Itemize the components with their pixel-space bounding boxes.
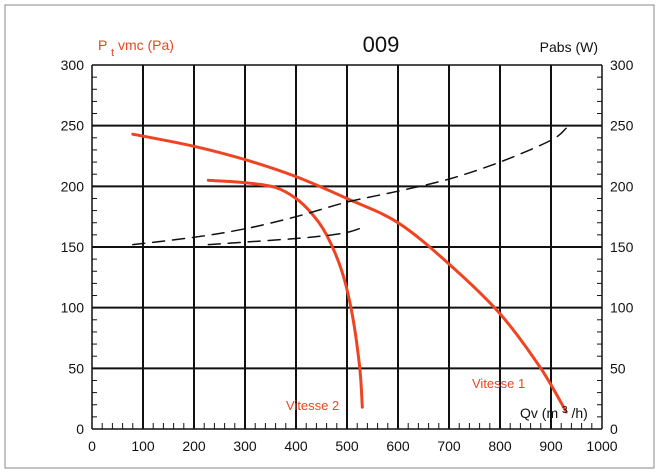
- grid-lines: [91, 64, 603, 430]
- y-right-tick-label: 150: [610, 239, 634, 255]
- x-tick-label: 0: [88, 438, 96, 454]
- left-axis-title: P t vmc (Pa): [98, 37, 174, 59]
- vitesse-1-label: Vitesse 1: [472, 376, 525, 391]
- y-right-tick-label: 0: [610, 421, 618, 437]
- x-axis-title-rest: /h): [571, 405, 587, 421]
- left-axis-title-rest: vmc (Pa): [118, 37, 174, 53]
- pressure-curve-2: [206, 178, 364, 409]
- x-tick-label: 900: [539, 438, 563, 454]
- y-left-tick-label: 200: [61, 178, 85, 194]
- x-tick-label: 300: [233, 438, 257, 454]
- left-axis-title-sub: t: [111, 47, 114, 59]
- x-axis-title-main: Qv (m: [520, 405, 558, 421]
- chart-title: 009: [363, 32, 400, 57]
- pressure-curve-1: [131, 132, 568, 414]
- x-tick-label: 1000: [586, 438, 617, 454]
- vitesse-2-label: Vitesse 2: [286, 398, 339, 413]
- minor-ticks: [92, 76, 602, 429]
- y-left-tick-label: 100: [61, 300, 85, 316]
- right-axis-title: Pabs (W): [540, 39, 598, 55]
- y-left-tick-label: 0: [76, 421, 84, 437]
- x-tick-label: 100: [131, 438, 155, 454]
- x-tick-label: 200: [182, 438, 206, 454]
- y-left-tick-label: 150: [61, 239, 85, 255]
- x-tick-label: 600: [386, 438, 410, 454]
- x-axis-title-sup: 3: [562, 405, 568, 416]
- x-tick-label: 700: [437, 438, 461, 454]
- y-right-tick-label: 250: [610, 118, 634, 134]
- chart-frame: [4, 4, 655, 469]
- y-left-tick-label: 50: [68, 360, 84, 376]
- x-tick-label: 800: [488, 438, 512, 454]
- x-axis-title: Qv (m 3 /h): [520, 400, 588, 421]
- series-layer: [131, 127, 568, 414]
- y-right-tick-label: 100: [610, 300, 634, 316]
- power-curve-4: [207, 226, 364, 246]
- y-right-tick-label: 50: [610, 360, 626, 376]
- y-right-tick-label: 300: [610, 57, 634, 73]
- y-left-tick-label: 250: [61, 118, 85, 134]
- left-axis-title-main: P: [98, 37, 107, 53]
- power-curve-3: [132, 127, 568, 246]
- tick-labels: 0 100 200 300 400 500 600 700 800 900 100005010015…: [61, 57, 634, 454]
- x-tick-label: 500: [335, 438, 359, 454]
- y-right-tick-label: 200: [610, 178, 634, 194]
- x-tick-label: 400: [284, 438, 308, 454]
- y-left-tick-label: 300: [61, 57, 85, 73]
